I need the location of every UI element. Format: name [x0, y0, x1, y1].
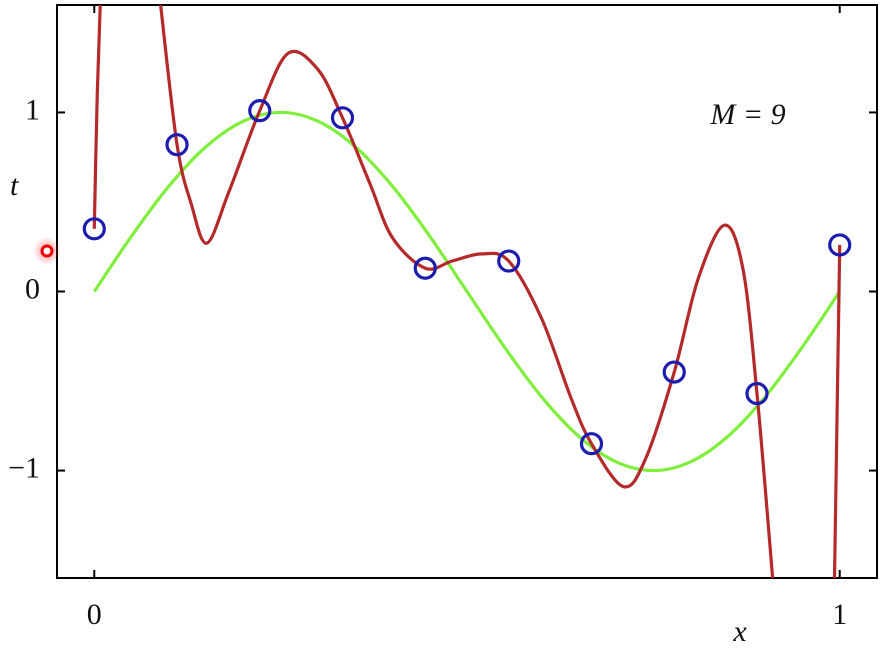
y-tick-label: −1 — [8, 451, 40, 484]
x-axis-label: x — [732, 615, 747, 648]
data-point — [248, 99, 272, 123]
line — [92, 5, 102, 229]
line — [832, 244, 842, 578]
line — [159, 5, 775, 578]
data-point — [579, 432, 604, 456]
data-point — [413, 256, 437, 280]
y-axis-label: t — [10, 169, 19, 202]
data-point — [330, 106, 355, 130]
cursor — [40, 244, 54, 258]
annotation: M = 9 — [709, 98, 785, 131]
plot-area — [82, 5, 852, 578]
data-point — [745, 381, 769, 406]
data-point — [82, 217, 106, 241]
data-point — [165, 133, 189, 157]
data-point — [828, 233, 852, 257]
x-tick-label: 1 — [832, 598, 847, 631]
data-point — [662, 360, 686, 384]
y-tick-label: 0 — [25, 272, 40, 305]
y-tick-label: 1 — [25, 93, 40, 126]
line — [92, 110, 842, 473]
x-tick-label: 0 — [87, 598, 102, 631]
data-point — [497, 249, 521, 273]
